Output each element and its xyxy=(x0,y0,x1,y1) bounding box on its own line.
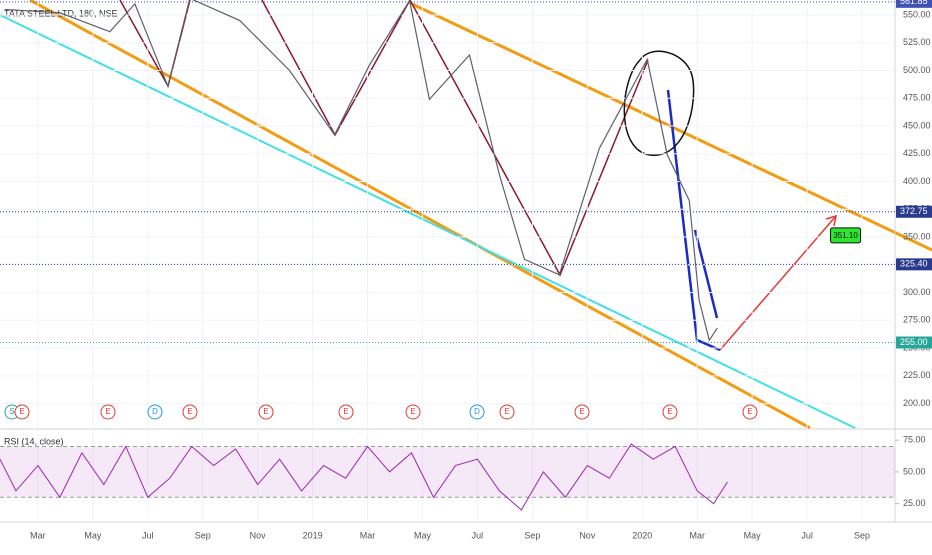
y-tick-label: 500.00 xyxy=(903,65,931,75)
y-tick-label: 525.00 xyxy=(903,37,931,47)
event-label: E xyxy=(105,407,110,416)
callout-label: 351.10 xyxy=(833,231,858,240)
x-tick-label: Nov xyxy=(250,530,267,540)
x-tick-label: 2020 xyxy=(632,530,652,540)
event-label: S xyxy=(9,407,14,416)
y-tick-label: 425.00 xyxy=(903,148,931,158)
event-label: E xyxy=(504,407,509,416)
x-tick-label: Nov xyxy=(579,530,596,540)
event-label: E xyxy=(263,407,268,416)
level-badge xyxy=(896,336,932,349)
x-tick-label: Sep xyxy=(854,530,870,540)
event-label: E xyxy=(667,407,672,416)
level-badge xyxy=(896,0,932,8)
event-marker xyxy=(100,404,116,420)
x-tick-label: Mar xyxy=(360,530,376,540)
event-label: E xyxy=(579,407,584,416)
event-marker xyxy=(258,404,274,420)
level-label: 325.40 xyxy=(900,259,928,269)
event-marker xyxy=(662,404,678,420)
zigzag xyxy=(261,0,649,277)
arrow-head xyxy=(825,214,837,227)
event-marker xyxy=(14,404,30,420)
event-label: E xyxy=(19,407,24,416)
event-label: E xyxy=(747,407,752,416)
level-label: 255.00 xyxy=(900,337,928,347)
x-tick-label: Sep xyxy=(195,530,211,540)
x-tick-label: May xyxy=(744,530,762,540)
x-tick-label: Jul xyxy=(801,530,813,540)
level-badge xyxy=(896,258,932,271)
level-label: 561.85 xyxy=(900,0,928,6)
rsi-label: RSI (14, close) xyxy=(4,436,64,446)
y-tick-label: 475.00 xyxy=(903,93,931,103)
event-label: E xyxy=(343,407,348,416)
event-label: D xyxy=(474,407,480,416)
x-tick-label: Mar xyxy=(689,530,705,540)
wedge-line xyxy=(693,229,719,319)
y-tick-label: 275.00 xyxy=(903,315,931,325)
x-tick-label: Mar xyxy=(30,530,46,540)
y-tick-label: 550.00 xyxy=(903,9,931,19)
event-marker xyxy=(405,404,421,420)
rsi-tick-label: 75.00 xyxy=(903,435,926,445)
x-tick-label: May xyxy=(84,530,102,540)
rsi-line xyxy=(0,443,728,511)
rsi-tick-label: 50.00 xyxy=(903,466,926,476)
circle-mark xyxy=(623,50,695,156)
y-tick-label: 400.00 xyxy=(903,176,931,186)
y-tick-label: 200.00 xyxy=(903,398,931,408)
x-tick-label: Jul xyxy=(142,530,154,540)
y-tick-label: 350.00 xyxy=(903,231,931,241)
event-marker xyxy=(147,404,163,420)
y-tick-label: 225.00 xyxy=(903,370,931,380)
support-line xyxy=(0,14,856,429)
level-label: 372.75 xyxy=(900,206,928,216)
event-label: D xyxy=(152,407,158,416)
price-callout xyxy=(830,227,862,244)
y-tick-label: 300.00 xyxy=(903,287,931,297)
x-tick-label: Jul xyxy=(472,530,484,540)
x-tick-label: 2019 xyxy=(303,530,323,540)
event-marker xyxy=(182,404,198,420)
price-line xyxy=(4,0,718,342)
event-marker xyxy=(469,404,485,420)
event-label: E xyxy=(410,407,415,416)
target-arrow xyxy=(719,215,837,351)
rsi-tick-label: 25.00 xyxy=(903,498,926,508)
level-badge xyxy=(896,205,932,218)
x-tick-label: May xyxy=(414,530,432,540)
event-label: E xyxy=(187,407,192,416)
x-tick-label: Sep xyxy=(524,530,540,540)
rsi-band xyxy=(0,446,895,498)
event-marker xyxy=(742,404,758,420)
y-tick-label: 450.00 xyxy=(903,120,931,130)
event-marker xyxy=(499,404,515,420)
event-marker xyxy=(574,404,590,420)
event-marker xyxy=(338,404,354,420)
